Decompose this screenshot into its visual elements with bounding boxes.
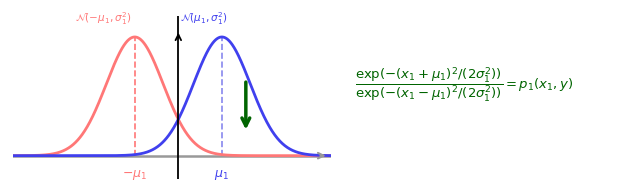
Text: $\mathcal{N}(-\mu_1, \sigma_1^2)$: $\mathcal{N}(-\mu_1, \sigma_1^2)$ <box>75 11 131 27</box>
Text: $-\mu_1$: $-\mu_1$ <box>122 168 147 182</box>
Text: $\mathcal{N}(\mu_1, \sigma_1^2)$: $\mathcal{N}(\mu_1, \sigma_1^2)$ <box>180 11 228 27</box>
Text: $\mu_1$: $\mu_1$ <box>214 168 229 182</box>
Text: $\dfrac{\exp(-(x_1+\mu_1)^2/(2\sigma_1^2))}{\exp(-(x_1-\mu_1)^2/(2\sigma_1^2))}$: $\dfrac{\exp(-(x_1+\mu_1)^2/(2\sigma_1^2… <box>355 65 573 104</box>
